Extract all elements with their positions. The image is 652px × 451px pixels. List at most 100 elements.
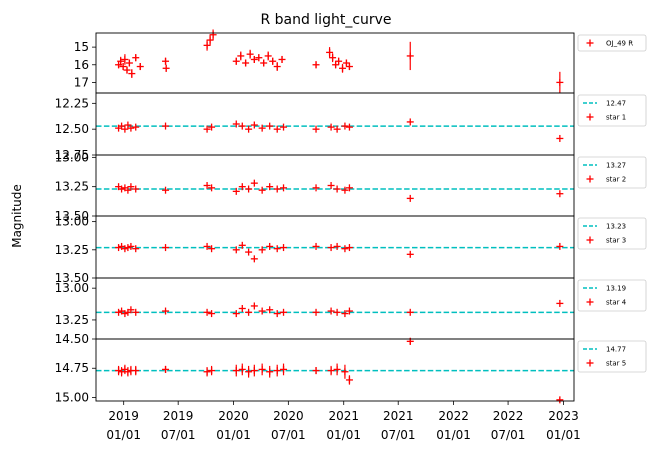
y-tick-label: 17: [74, 75, 89, 89]
data-point: [273, 125, 281, 133]
data-point: [206, 34, 214, 46]
data-point: [312, 242, 320, 250]
legend: 12.47 star 1: [577, 94, 647, 127]
y-tick-label: 14.50: [55, 332, 89, 346]
data-point: [245, 185, 253, 193]
data-point: [345, 307, 353, 315]
data-point: [273, 185, 281, 193]
x-axis: 2019 01/01 2019 07/01 2020 01/01 2020 07/01 2021…: [106, 401, 581, 442]
data-point: [556, 190, 564, 198]
legend: 13.23 star 3: [577, 217, 647, 250]
x-tick-label: 2019: [163, 409, 194, 423]
data-point: [132, 365, 140, 376]
panel-3: 13.00 13.25 13.50 13.27 star 2: [55, 150, 647, 223]
data-point: [342, 59, 350, 67]
x-tick-label: 2021: [328, 409, 359, 423]
data-point: [255, 54, 263, 62]
x-tick-label: 2020: [218, 409, 249, 423]
data-point: [327, 123, 335, 131]
data-point: [232, 120, 240, 128]
x-tick-label: 01/01: [106, 428, 141, 442]
data-point: [132, 185, 140, 193]
data-point: [121, 310, 129, 318]
data-point: [127, 124, 135, 132]
data-point: [124, 121, 132, 129]
data-point: [327, 365, 335, 376]
y-tick-label: 13.25: [55, 243, 89, 257]
y-tick-label: 13.25: [55, 180, 89, 194]
data-point: [258, 246, 266, 254]
data-point: [329, 53, 337, 63]
data-point: [232, 187, 240, 195]
data-point: [162, 122, 170, 130]
data-point: [118, 185, 126, 193]
panel-2: 12.25 12.50 12.75 12.47 star 1: [55, 92, 647, 162]
y-tick-label: 16: [74, 58, 89, 72]
x-tick-label: 07/01: [271, 428, 306, 442]
data-point: [132, 123, 140, 131]
panel-5: 13.00 13.25 13.19 star 4: [55, 277, 647, 340]
data-point: [118, 122, 126, 130]
legend-label: 13.23: [606, 223, 626, 231]
data-point: [162, 307, 170, 315]
data-point: [208, 245, 216, 253]
data-point: [127, 306, 135, 314]
y-tick-label: 13.50: [55, 209, 89, 223]
data-point: [258, 363, 266, 376]
data-point: [208, 310, 216, 318]
legend-label: 13.19: [606, 285, 626, 293]
legend-label: star 4: [606, 299, 627, 307]
data-point: [406, 308, 414, 316]
x-tick-label: 2021: [383, 409, 414, 423]
legend-label: OJ_49 R: [606, 40, 633, 48]
data-point: [115, 308, 123, 316]
legend-marker-swatch: [586, 236, 594, 244]
data-point: [238, 183, 246, 191]
x-tick-label: 07/01: [491, 428, 526, 442]
y-tick-label: 15.00: [55, 390, 89, 404]
panel-4: 13.00 13.25 13.50 13.23 star 3: [55, 215, 647, 285]
legend: 14.77 star 5: [577, 340, 647, 373]
data-point: [203, 182, 211, 189]
data-point: [127, 242, 135, 250]
data-point: [203, 308, 211, 316]
data-point: [203, 40, 211, 51]
data-point: [326, 47, 334, 58]
data-point: [250, 255, 258, 263]
legend: 13.27 star 2: [577, 156, 647, 189]
y-tick-label: 13.50: [55, 271, 89, 285]
data-point: [162, 186, 170, 194]
x-tick-label: 07/01: [161, 428, 196, 442]
legend-box: [577, 34, 647, 52]
legend-label: star 5: [606, 360, 626, 368]
x-tick-label: 01/01: [546, 428, 581, 442]
x-tick-label: 2022: [493, 409, 524, 423]
data-point: [266, 306, 274, 314]
data-point: [556, 242, 564, 250]
data-point: [209, 29, 217, 41]
data-point: [556, 299, 564, 307]
panel-1: 15 16 17 OJ_49 R: [74, 29, 647, 94]
data-point: [406, 41, 414, 71]
data-point: [258, 307, 266, 315]
data-point: [121, 54, 129, 65]
data-point: [335, 57, 343, 65]
y-tick-label: 15: [74, 40, 89, 54]
data-point: [273, 310, 281, 318]
data-point: [203, 125, 211, 133]
data-point: [312, 367, 320, 375]
data-point: [245, 248, 253, 256]
data-point: [406, 250, 414, 258]
data-point: [341, 245, 349, 253]
data-point: [327, 244, 335, 252]
data-point: [124, 244, 132, 252]
x-tick-label: 01/01: [216, 428, 251, 442]
data-point: [333, 308, 341, 316]
x-tick-label: 01/01: [326, 428, 361, 442]
data-point: [266, 242, 274, 250]
y-tick-label: 13.00: [55, 281, 89, 295]
x-tick-label: 2022: [438, 409, 469, 423]
data-point: [128, 69, 136, 78]
